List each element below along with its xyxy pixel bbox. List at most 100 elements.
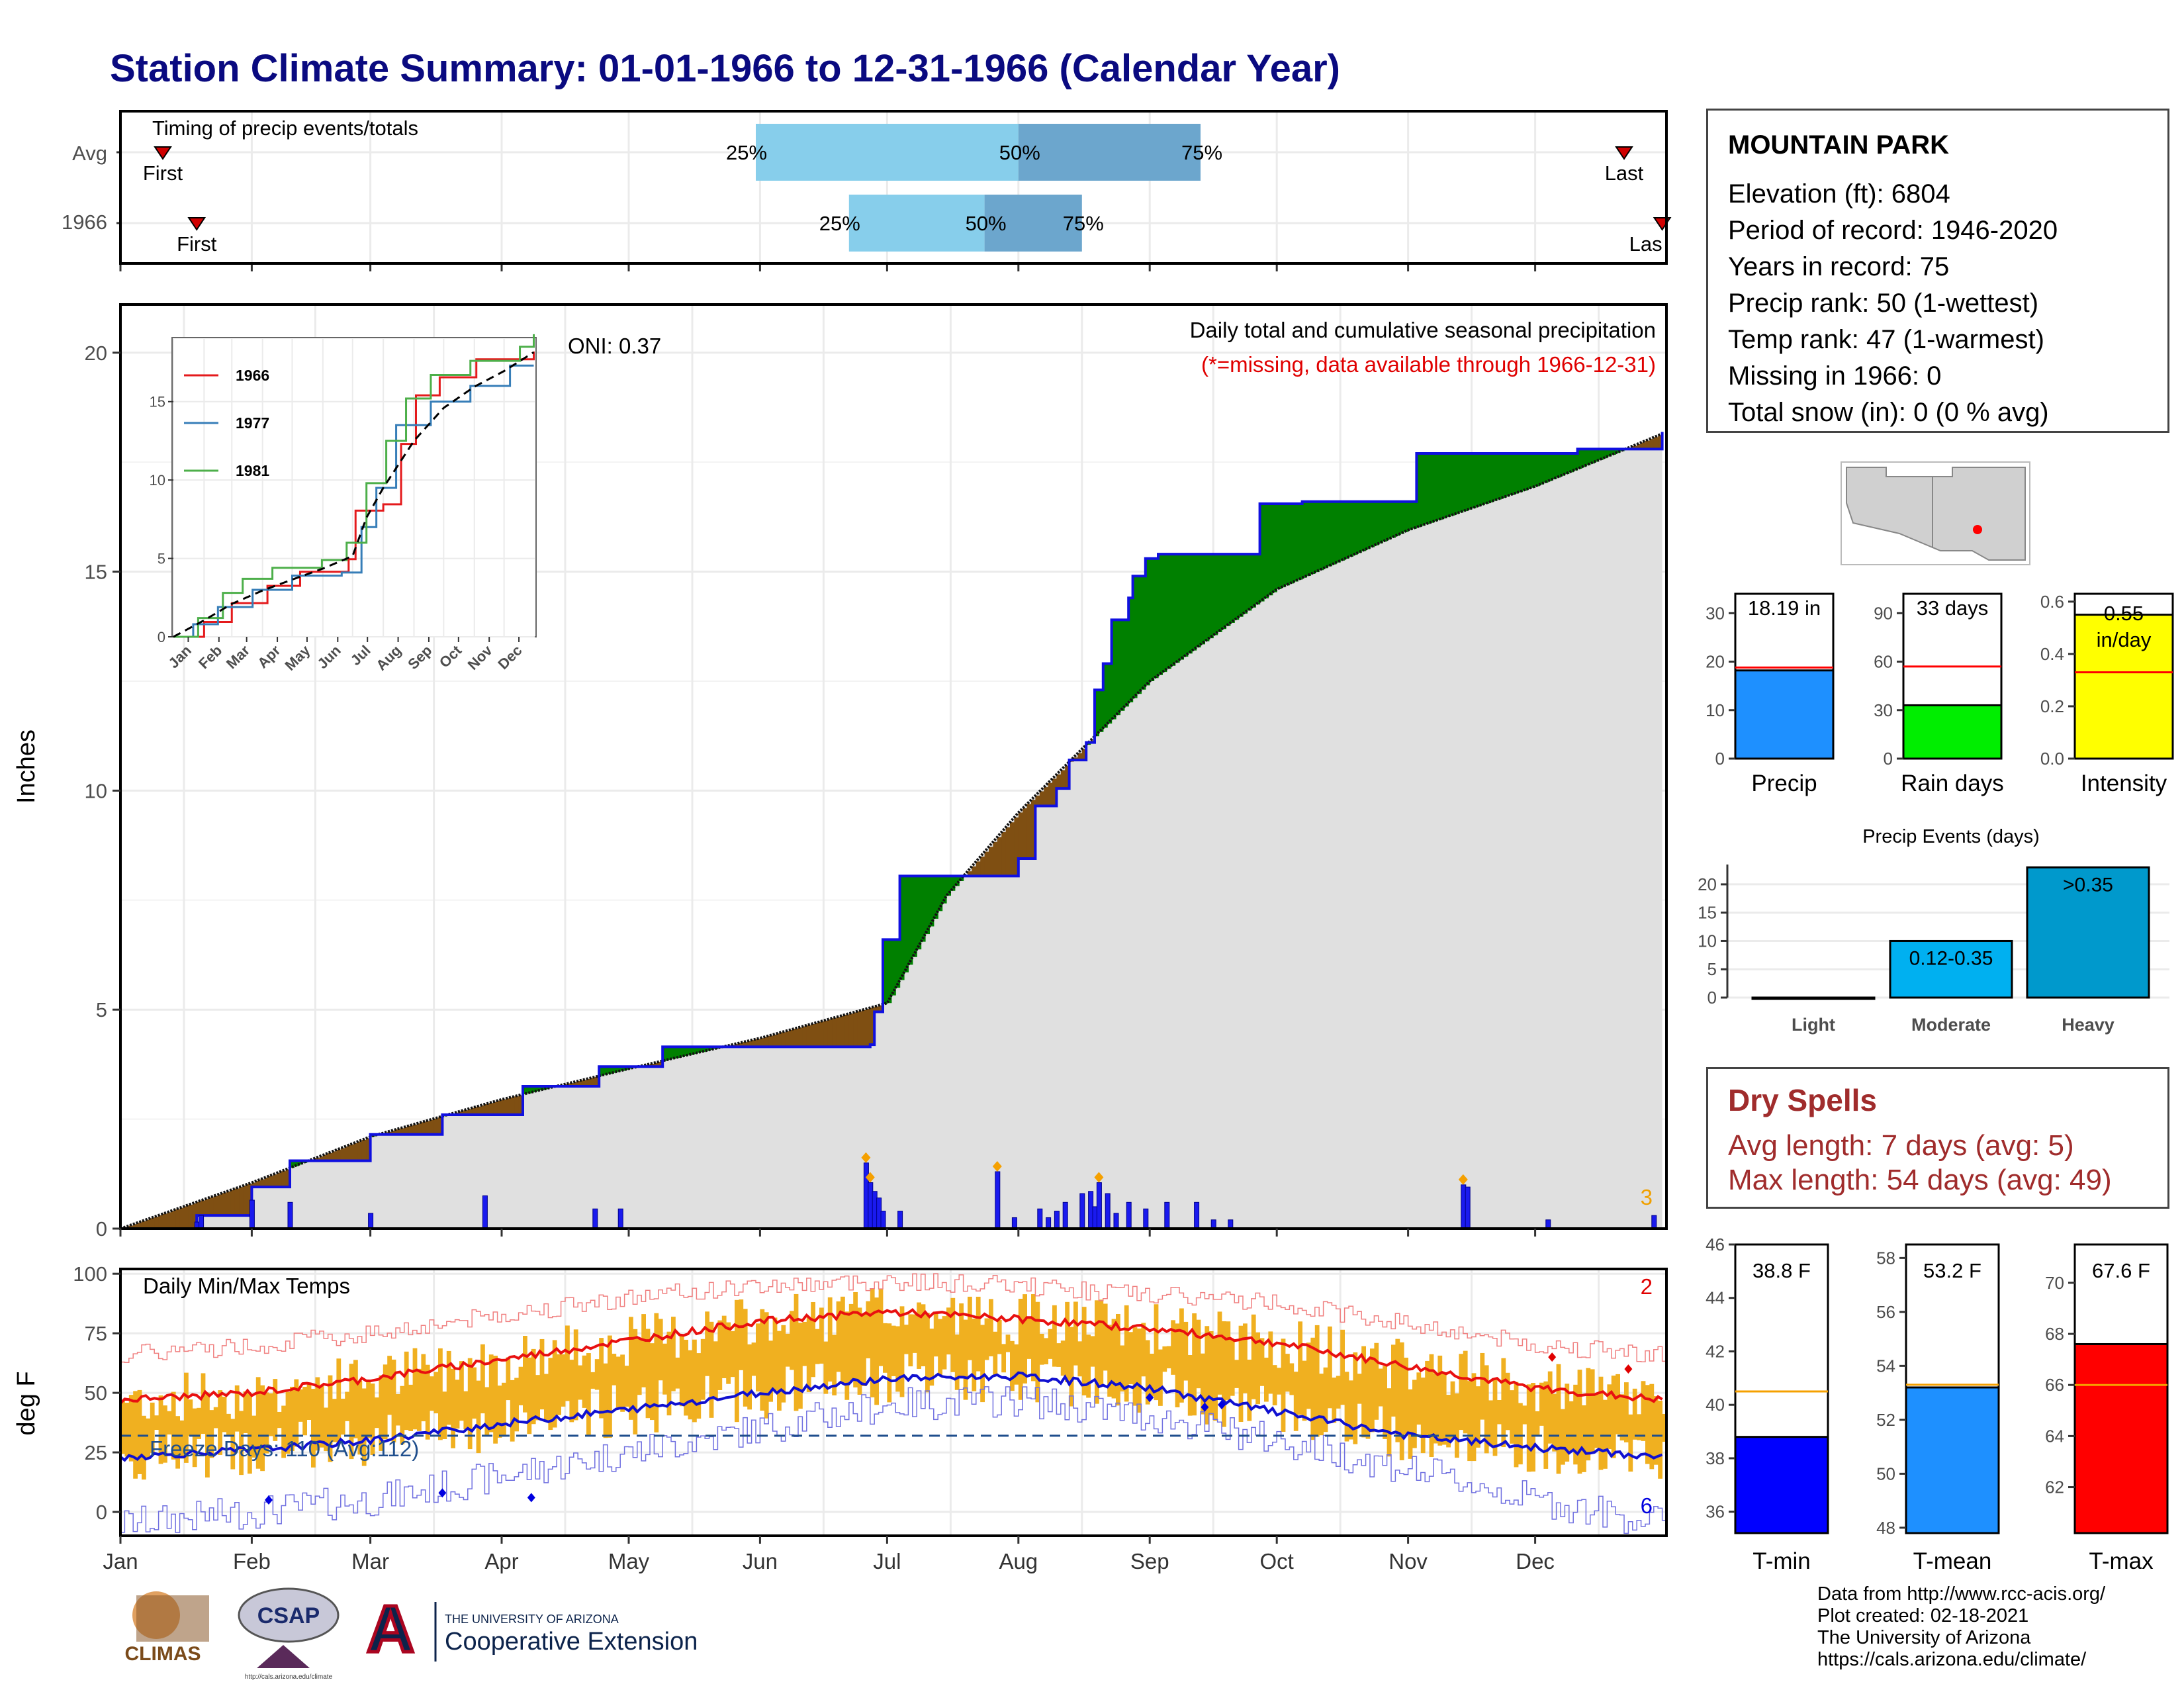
deficit-segment xyxy=(1658,435,1663,449)
precip-panel-frame xyxy=(119,303,1668,1230)
temp-range-bar xyxy=(823,1341,829,1394)
temp-summary-y-tick-label: 54 xyxy=(1876,1356,1895,1376)
daily-precip-bar xyxy=(482,1195,488,1229)
deficit-segment xyxy=(158,1215,163,1229)
daily-precip-bar xyxy=(1143,1208,1149,1229)
temp-range-bar xyxy=(366,1381,371,1438)
temp-range-bar xyxy=(1433,1374,1438,1444)
record-low-marker xyxy=(1218,1400,1226,1410)
temp-range-bar xyxy=(421,1354,426,1422)
inset-y-tick-label: 5 xyxy=(158,551,165,567)
deficit-segment xyxy=(841,1015,845,1047)
temp-summary-y-tick-label: 42 xyxy=(1706,1341,1725,1361)
temp-range-bar xyxy=(1619,1394,1625,1441)
surplus-segment xyxy=(1128,598,1134,702)
dry-spells-max: Max length: 54 days (avg: 49) xyxy=(1728,1164,2112,1196)
month-label: Aug xyxy=(999,1549,1038,1573)
surplus-segment xyxy=(700,1047,705,1053)
deficit-segment xyxy=(484,1104,490,1115)
deficit-segment xyxy=(243,1186,248,1216)
daily-precip-bar xyxy=(199,1215,205,1229)
temp-range-bar xyxy=(480,1344,485,1414)
surplus-segment xyxy=(1615,449,1621,453)
temp-range-bar xyxy=(883,1323,887,1373)
precip-y-tick-label: 10 xyxy=(85,779,107,802)
deficit-segment xyxy=(777,1033,782,1047)
temp-range-bar xyxy=(972,1318,977,1391)
surplus-segment xyxy=(1340,501,1345,561)
temp-range-bar xyxy=(1154,1304,1159,1401)
surplus-segment xyxy=(1594,449,1600,462)
record-high-marker xyxy=(1548,1352,1557,1362)
temp-summary-y-tick-label: 64 xyxy=(2045,1426,2064,1446)
temp-range-bar xyxy=(345,1391,349,1421)
deficit-segment xyxy=(408,1125,414,1135)
surplus-segment xyxy=(1306,501,1311,576)
temp-range-bar xyxy=(569,1360,574,1423)
temp-range-bar xyxy=(391,1359,396,1442)
surplus-segment xyxy=(1192,554,1197,651)
temp-range-bar xyxy=(294,1379,299,1447)
surplus-segment xyxy=(1459,453,1464,513)
surplus-segment xyxy=(1298,504,1303,580)
temp-range-bar xyxy=(895,1326,900,1392)
deficit-segment xyxy=(417,1123,422,1135)
deficit-segment xyxy=(811,1024,816,1047)
daily-precip-bar xyxy=(1164,1201,1170,1229)
temp-summary-y-tick-label: 66 xyxy=(2045,1375,2064,1395)
temp-range-bar xyxy=(502,1382,506,1437)
station-precip-rank: Precip rank: 50 (1-wettest) xyxy=(1728,289,2039,318)
deficit-segment xyxy=(163,1213,167,1229)
station-period: Period of record: 1946-2020 xyxy=(1728,216,2058,245)
summary-bar-label: Precip xyxy=(1751,771,1817,796)
deficit-segment xyxy=(319,1156,324,1161)
temp-range-bar xyxy=(1535,1411,1540,1436)
summary-y-tick-label: 60 xyxy=(1874,652,1893,672)
temp-range-bar xyxy=(997,1320,1002,1354)
summary-y-tick-label: 30 xyxy=(1706,603,1725,623)
temp-range-bar xyxy=(1217,1311,1222,1395)
temp-range-bar xyxy=(1230,1340,1235,1396)
temp-range-bar xyxy=(730,1331,735,1378)
surplus-segment xyxy=(612,1066,617,1073)
daily-precip-bar xyxy=(897,1211,903,1229)
deficit-segment xyxy=(361,1140,367,1161)
surplus-segment xyxy=(1446,453,1451,517)
deficit-segment xyxy=(137,1223,142,1229)
deficit-segment xyxy=(264,1178,269,1188)
surplus-segment xyxy=(1497,453,1502,500)
surplus-segment xyxy=(1383,501,1388,542)
deficit-segment xyxy=(150,1218,155,1229)
surplus-segment xyxy=(917,876,922,950)
temp-range-bar xyxy=(1005,1335,1011,1352)
daily-precip-bar xyxy=(1651,1215,1657,1229)
deficit-segment xyxy=(1653,437,1659,449)
daily-precip-bar xyxy=(368,1213,374,1229)
deficit-segment xyxy=(357,1141,363,1161)
surplus-segment xyxy=(531,1086,536,1093)
surplus-segment xyxy=(933,876,938,919)
temp-range-bar xyxy=(904,1325,909,1354)
temp-range-bar xyxy=(463,1391,469,1430)
temp-range-bar xyxy=(1111,1319,1116,1399)
temp-range-bar xyxy=(1120,1345,1125,1392)
temp-range-bar xyxy=(243,1391,248,1433)
deficit-segment xyxy=(336,1149,341,1161)
ua-logo-line1: THE UNIVERSITY OF ARIZONA xyxy=(445,1613,619,1626)
record-min-line xyxy=(120,1386,1666,1534)
deficit-segment xyxy=(1023,808,1028,859)
deficit-segment xyxy=(832,1018,837,1047)
surplus-segment xyxy=(895,939,901,988)
temp-range-bar xyxy=(281,1405,286,1458)
deficit-segment xyxy=(255,1181,261,1188)
surplus-segment xyxy=(1222,554,1226,630)
daily-precip-bar xyxy=(617,1208,623,1229)
temp-range-bar xyxy=(1222,1321,1226,1427)
temp-range-bar xyxy=(1095,1300,1099,1404)
daily-precip-bar xyxy=(1054,1211,1060,1229)
temp-range-bar xyxy=(925,1313,930,1393)
surplus-segment xyxy=(615,1066,621,1072)
temp-range-bar xyxy=(1116,1313,1120,1406)
temp-summary-y-tick-label: 56 xyxy=(1876,1302,1895,1322)
